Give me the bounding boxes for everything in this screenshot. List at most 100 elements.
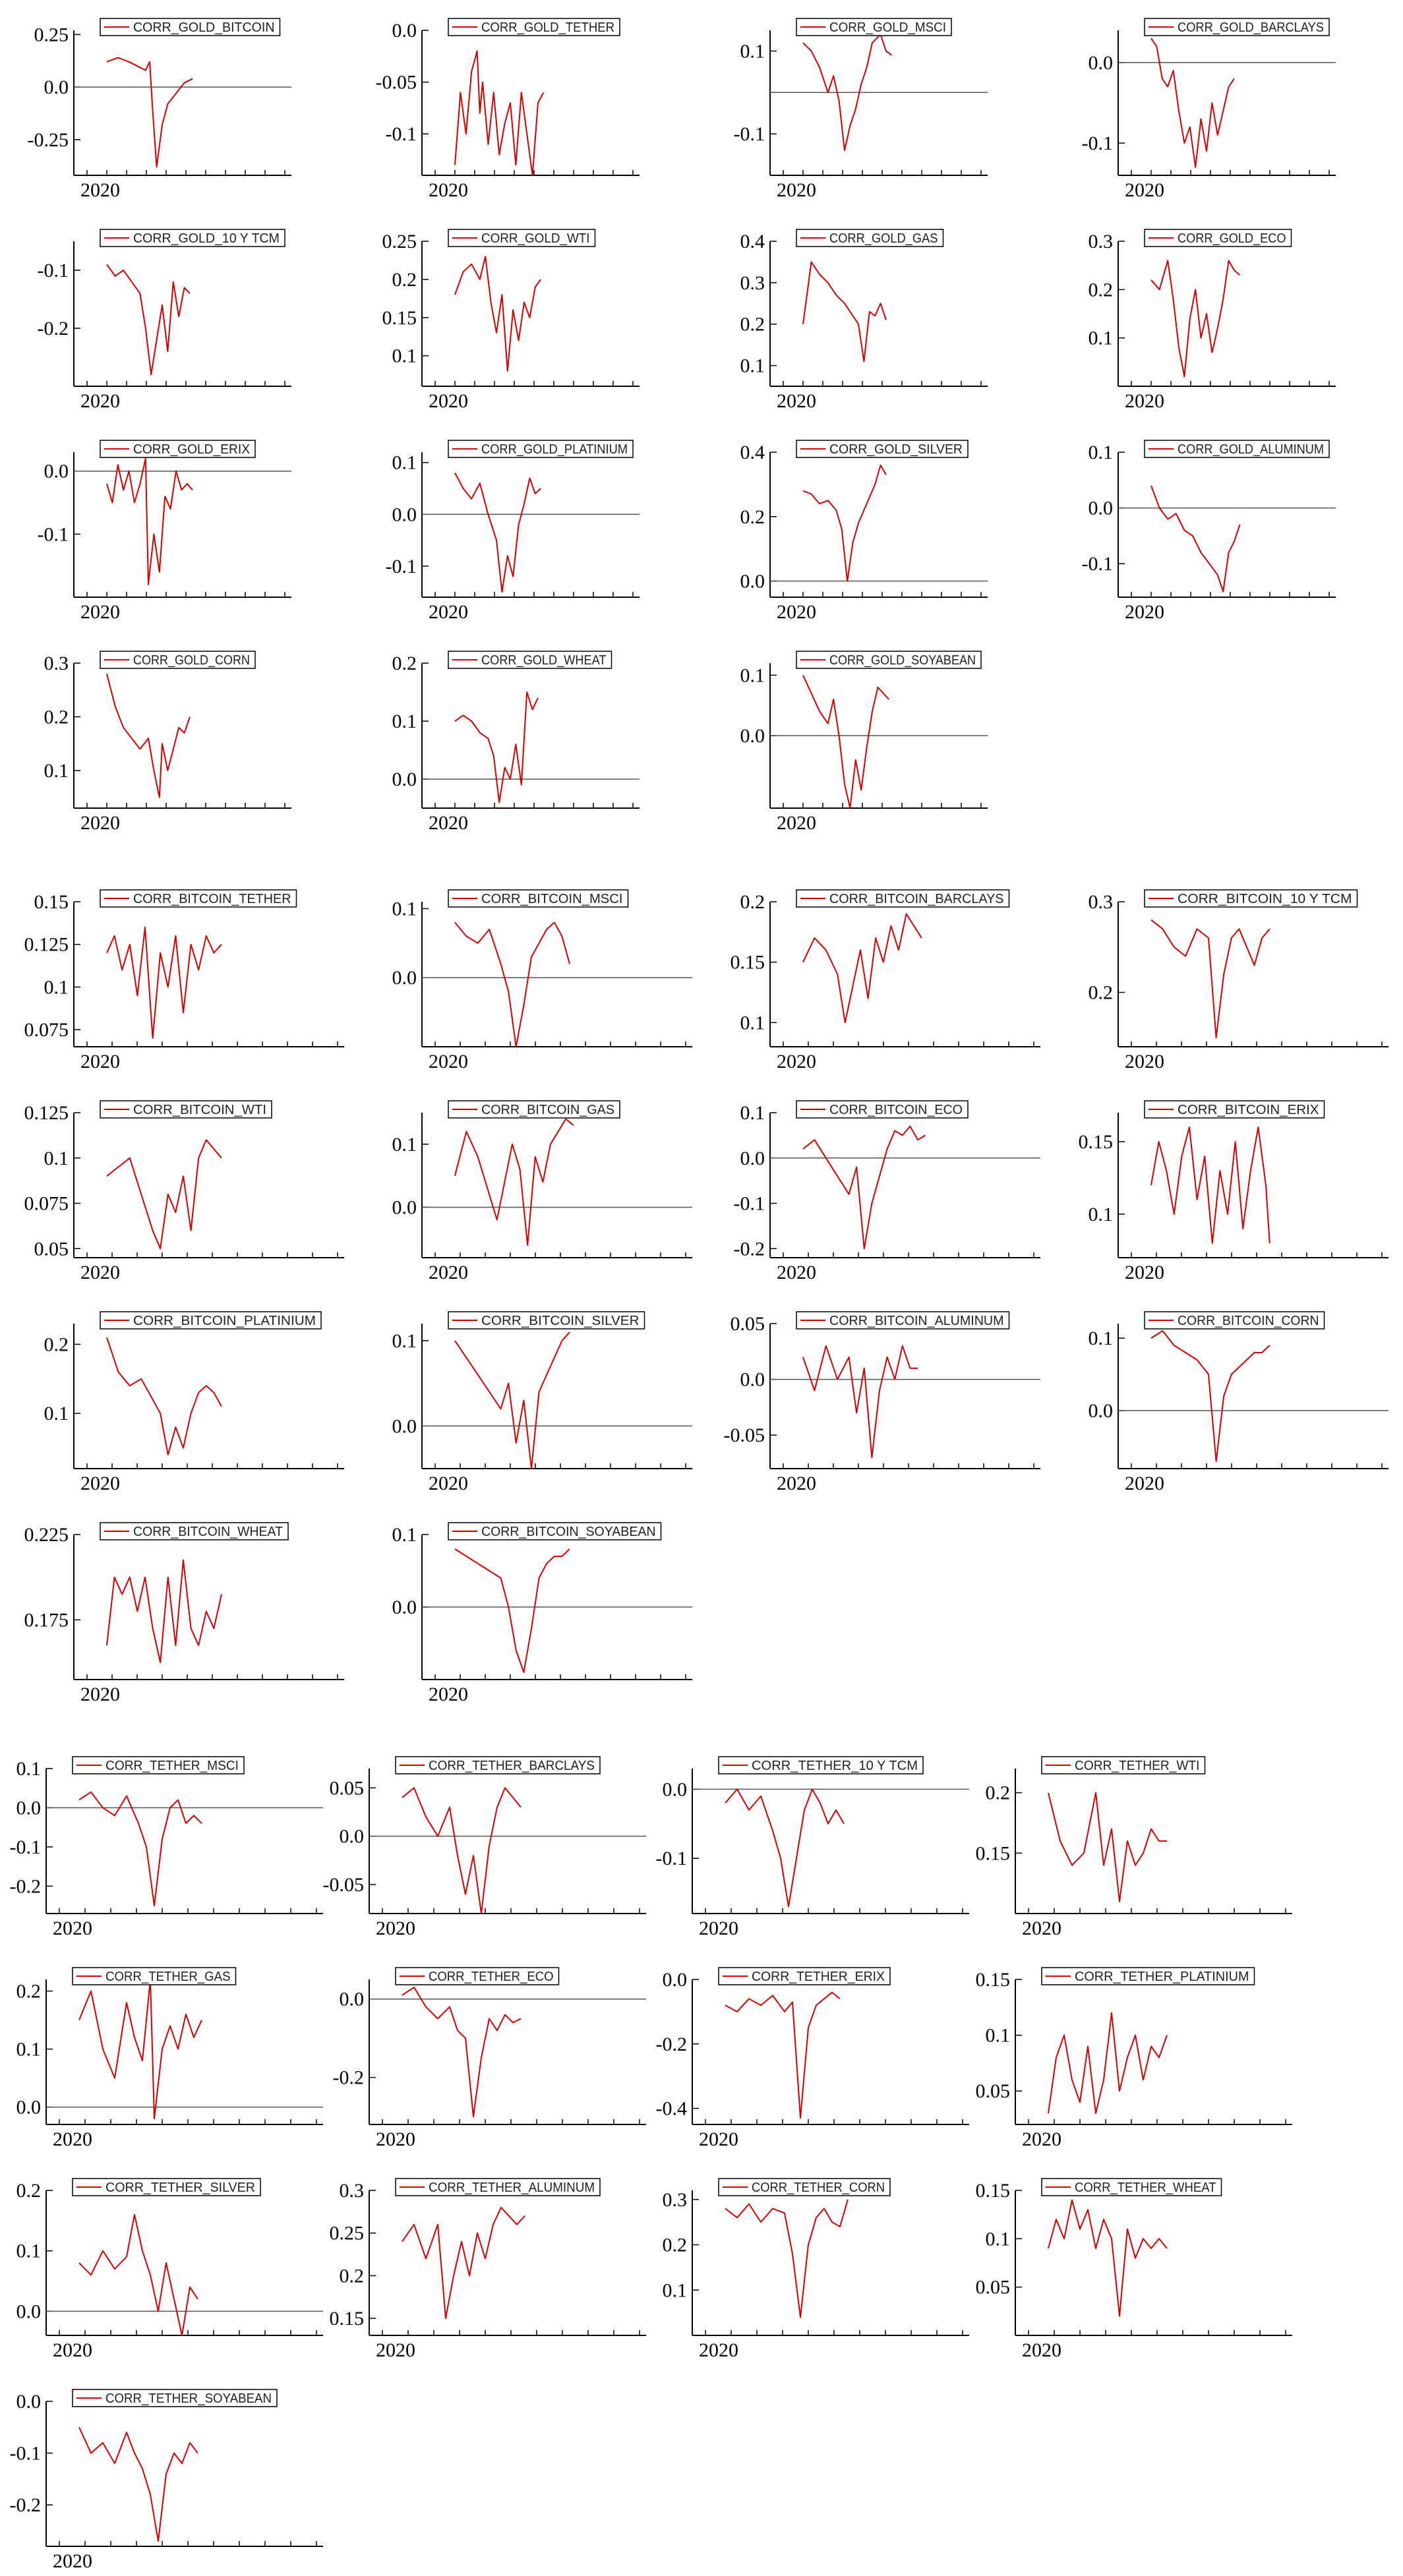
legend-label: CORR_GOLD_ALUMINUM	[1178, 442, 1324, 457]
panel-corr_bitcoin_tether: 2020 0.15 0.125 0.1 0.075 CORR_BITCOIN_TETHER	[24, 889, 344, 1072]
y-tick-label: 0.2	[392, 653, 417, 674]
legend-box	[1144, 1311, 1325, 1330]
legend-box	[1144, 18, 1330, 36]
legend-label: CORR_BITCOIN_SILVER	[481, 1314, 640, 1328]
y-tick-label: 0.3	[1089, 231, 1114, 252]
y-tick-label: 0.15	[976, 2180, 1011, 2202]
y-tick-label: -0.2	[10, 1875, 42, 1897]
series-line	[725, 1788, 845, 1908]
x-tick-label: 2020	[53, 1917, 92, 1939]
panel-corr_tether_gas: 2020 0.2 0.1 0.0 CORR_TETHER_GAS	[16, 1967, 323, 2150]
series-line	[78, 1791, 202, 1907]
legend-label: CORR_GOLD_ECO	[1178, 231, 1286, 246]
legend-box	[1144, 889, 1358, 908]
y-tick-label: 0.2	[340, 2265, 365, 2287]
x-tick-label: 2020	[80, 812, 120, 834]
legend-label: CORR_BITCOIN_ALUMINUM	[829, 1314, 1004, 1328]
series-line	[802, 34, 893, 152]
y-tick-label: 0.0	[740, 571, 765, 593]
series-line	[1150, 260, 1241, 378]
panel-corr_tether_soyabean: 2020 0.0 -0.1 -0.2 CORR_TETHER_SOYABEAN	[10, 2389, 323, 2572]
y-tick-label: 0.1	[392, 1134, 417, 1156]
legend-label: CORR_BITCOIN_ECO	[829, 1103, 963, 1117]
y-tick-label: 0.2	[740, 506, 765, 528]
legend-box	[100, 18, 281, 36]
legend-box	[1144, 440, 1330, 458]
legend-box	[448, 1311, 645, 1330]
panel-corr_tether_corn: 2020 0.3 0.2 0.1 CORR_TETHER_CORN	[663, 2178, 969, 2361]
panel-corr_bitcoin_wheat: 2020 0.225 0.175 CORR_BITCOIN_WHEAT	[24, 1522, 344, 1705]
legend-box	[100, 889, 297, 908]
legend-label: CORR_TETHER_MSCI	[105, 1759, 239, 1773]
y-tick-label: 0.3	[340, 2180, 365, 2202]
panel-corr_gold_silver: 2020 0.4 0.2 0.0 CORR_GOLD_SILVER	[740, 440, 988, 623]
x-tick-label: 2020	[1022, 2128, 1061, 2150]
panel-corr_gold_gas: 2020 0.4 0.3 0.2 0.1 CORR_GOLD_GAS	[740, 229, 988, 412]
y-tick-label: 0.075	[24, 1193, 69, 1215]
legend-label: CORR_GOLD_TETHER	[481, 20, 614, 35]
series-line	[106, 674, 191, 798]
legend-label: CORR_TETHER_BARCLAYS	[429, 1759, 595, 1773]
series-line	[1150, 1127, 1270, 1244]
panel-corr_gold_wheat: 2020 0.2 0.1 0.0 CORR_GOLD_WHEAT	[392, 651, 640, 834]
legend-box	[395, 2178, 601, 2196]
y-tick-label: 0.2	[740, 891, 765, 913]
y-tick-label: 0.0	[392, 769, 417, 790]
legend-box	[1041, 1967, 1255, 1985]
y-tick-label: -0.1	[38, 523, 69, 545]
series-line	[1048, 2199, 1168, 2317]
series-line	[454, 1548, 570, 1673]
legend-label: CORR_GOLD_CORN	[133, 653, 250, 668]
legend-label: CORR_TETHER_PLATINIUM	[1075, 1970, 1249, 1984]
legend-label: CORR_TETHER_WHEAT	[1075, 2181, 1216, 2195]
y-tick-label: 0.05	[976, 2080, 1011, 2102]
y-tick-label: 0.1	[740, 664, 765, 686]
y-tick-label: 0.0	[16, 1797, 42, 1819]
legend-box	[796, 889, 1010, 908]
x-tick-label: 2020	[429, 812, 468, 834]
series-line	[78, 1979, 202, 2120]
legend-label: CORR_BITCOIN_GAS	[481, 1103, 614, 1117]
x-tick-label: 2020	[1125, 601, 1164, 623]
series-line	[802, 1345, 918, 1459]
legend-label: CORR_TETHER_ERIX	[752, 1970, 885, 1984]
y-tick-label: -0.1	[386, 123, 417, 145]
y-tick-label: 0.1	[1089, 442, 1114, 463]
y-tick-label: 0.15	[731, 952, 765, 974]
panel-corr_gold_eco: 2020 0.3 0.2 0.1 CORR_GOLD_ECO	[1089, 229, 1336, 412]
x-tick-label: 2020	[429, 1262, 468, 1283]
y-tick-label: 0.125	[24, 1102, 69, 1124]
series-line	[1048, 1792, 1167, 1902]
series-line	[1150, 1330, 1270, 1462]
y-tick-label: 0.0	[740, 1369, 765, 1391]
legend-label: CORR_TETHER_GAS	[105, 1970, 231, 1984]
y-tick-label: 0.2	[392, 269, 417, 291]
y-tick-label: 0.15	[382, 307, 417, 329]
panel-corr_bitcoin_erix: 2020 0.15 0.1 CORR_BITCOIN_ERIX	[1079, 1100, 1388, 1283]
legend-box	[796, 229, 944, 247]
y-tick-label: 0.1	[1089, 1328, 1114, 1349]
y-tick-label: -0.2	[734, 1238, 765, 1260]
panel-corr_bitcoin_aluminum: 2020 0.05 0.0 -0.05 CORR_BITCOIN_ALUMINUM	[724, 1311, 1040, 1494]
legend-label: CORR_BITCOIN_CORN	[1178, 1314, 1319, 1328]
panel-corr_bitcoin_barclays: 2020 0.2 0.15 0.1 CORR_BITCOIN_BARCLAYS	[731, 889, 1040, 1072]
panel-corr_tether_wti: 2020 0.2 0.15 CORR_TETHER_WTI	[976, 1756, 1292, 1939]
x-tick-label: 2020	[53, 2339, 92, 2361]
y-tick-label: 0.4	[740, 442, 765, 463]
y-tick-label: 0.2	[16, 1981, 42, 2003]
y-tick-label: 0.1	[1089, 328, 1114, 349]
y-tick-label: 0.1	[1089, 1204, 1114, 1225]
series-line	[1150, 919, 1270, 1039]
y-tick-label: 0.4	[740, 231, 765, 252]
legend-label: CORR_BITCOIN_ERIX	[1178, 1103, 1319, 1117]
panel-corr_gold_corn: 2020 0.3 0.2 0.1 CORR_GOLD_CORN	[44, 651, 291, 834]
panel-corr_tether_silver: 2020 0.2 0.1 0.0 CORR_TETHER_SILVER	[16, 2178, 323, 2361]
panel-corr_gold_barclays: 2020 0.0 -0.1 CORR_GOLD_BARCLAYS	[1082, 18, 1336, 201]
y-tick-label: 0.0	[1089, 498, 1114, 519]
x-tick-label: 2020	[777, 601, 816, 623]
series-line	[106, 264, 191, 376]
series-line	[725, 1991, 841, 2119]
y-tick-label: 0.0	[663, 1969, 688, 1991]
y-tick-label: 0.1	[392, 345, 417, 367]
legend-box	[1144, 1100, 1325, 1119]
